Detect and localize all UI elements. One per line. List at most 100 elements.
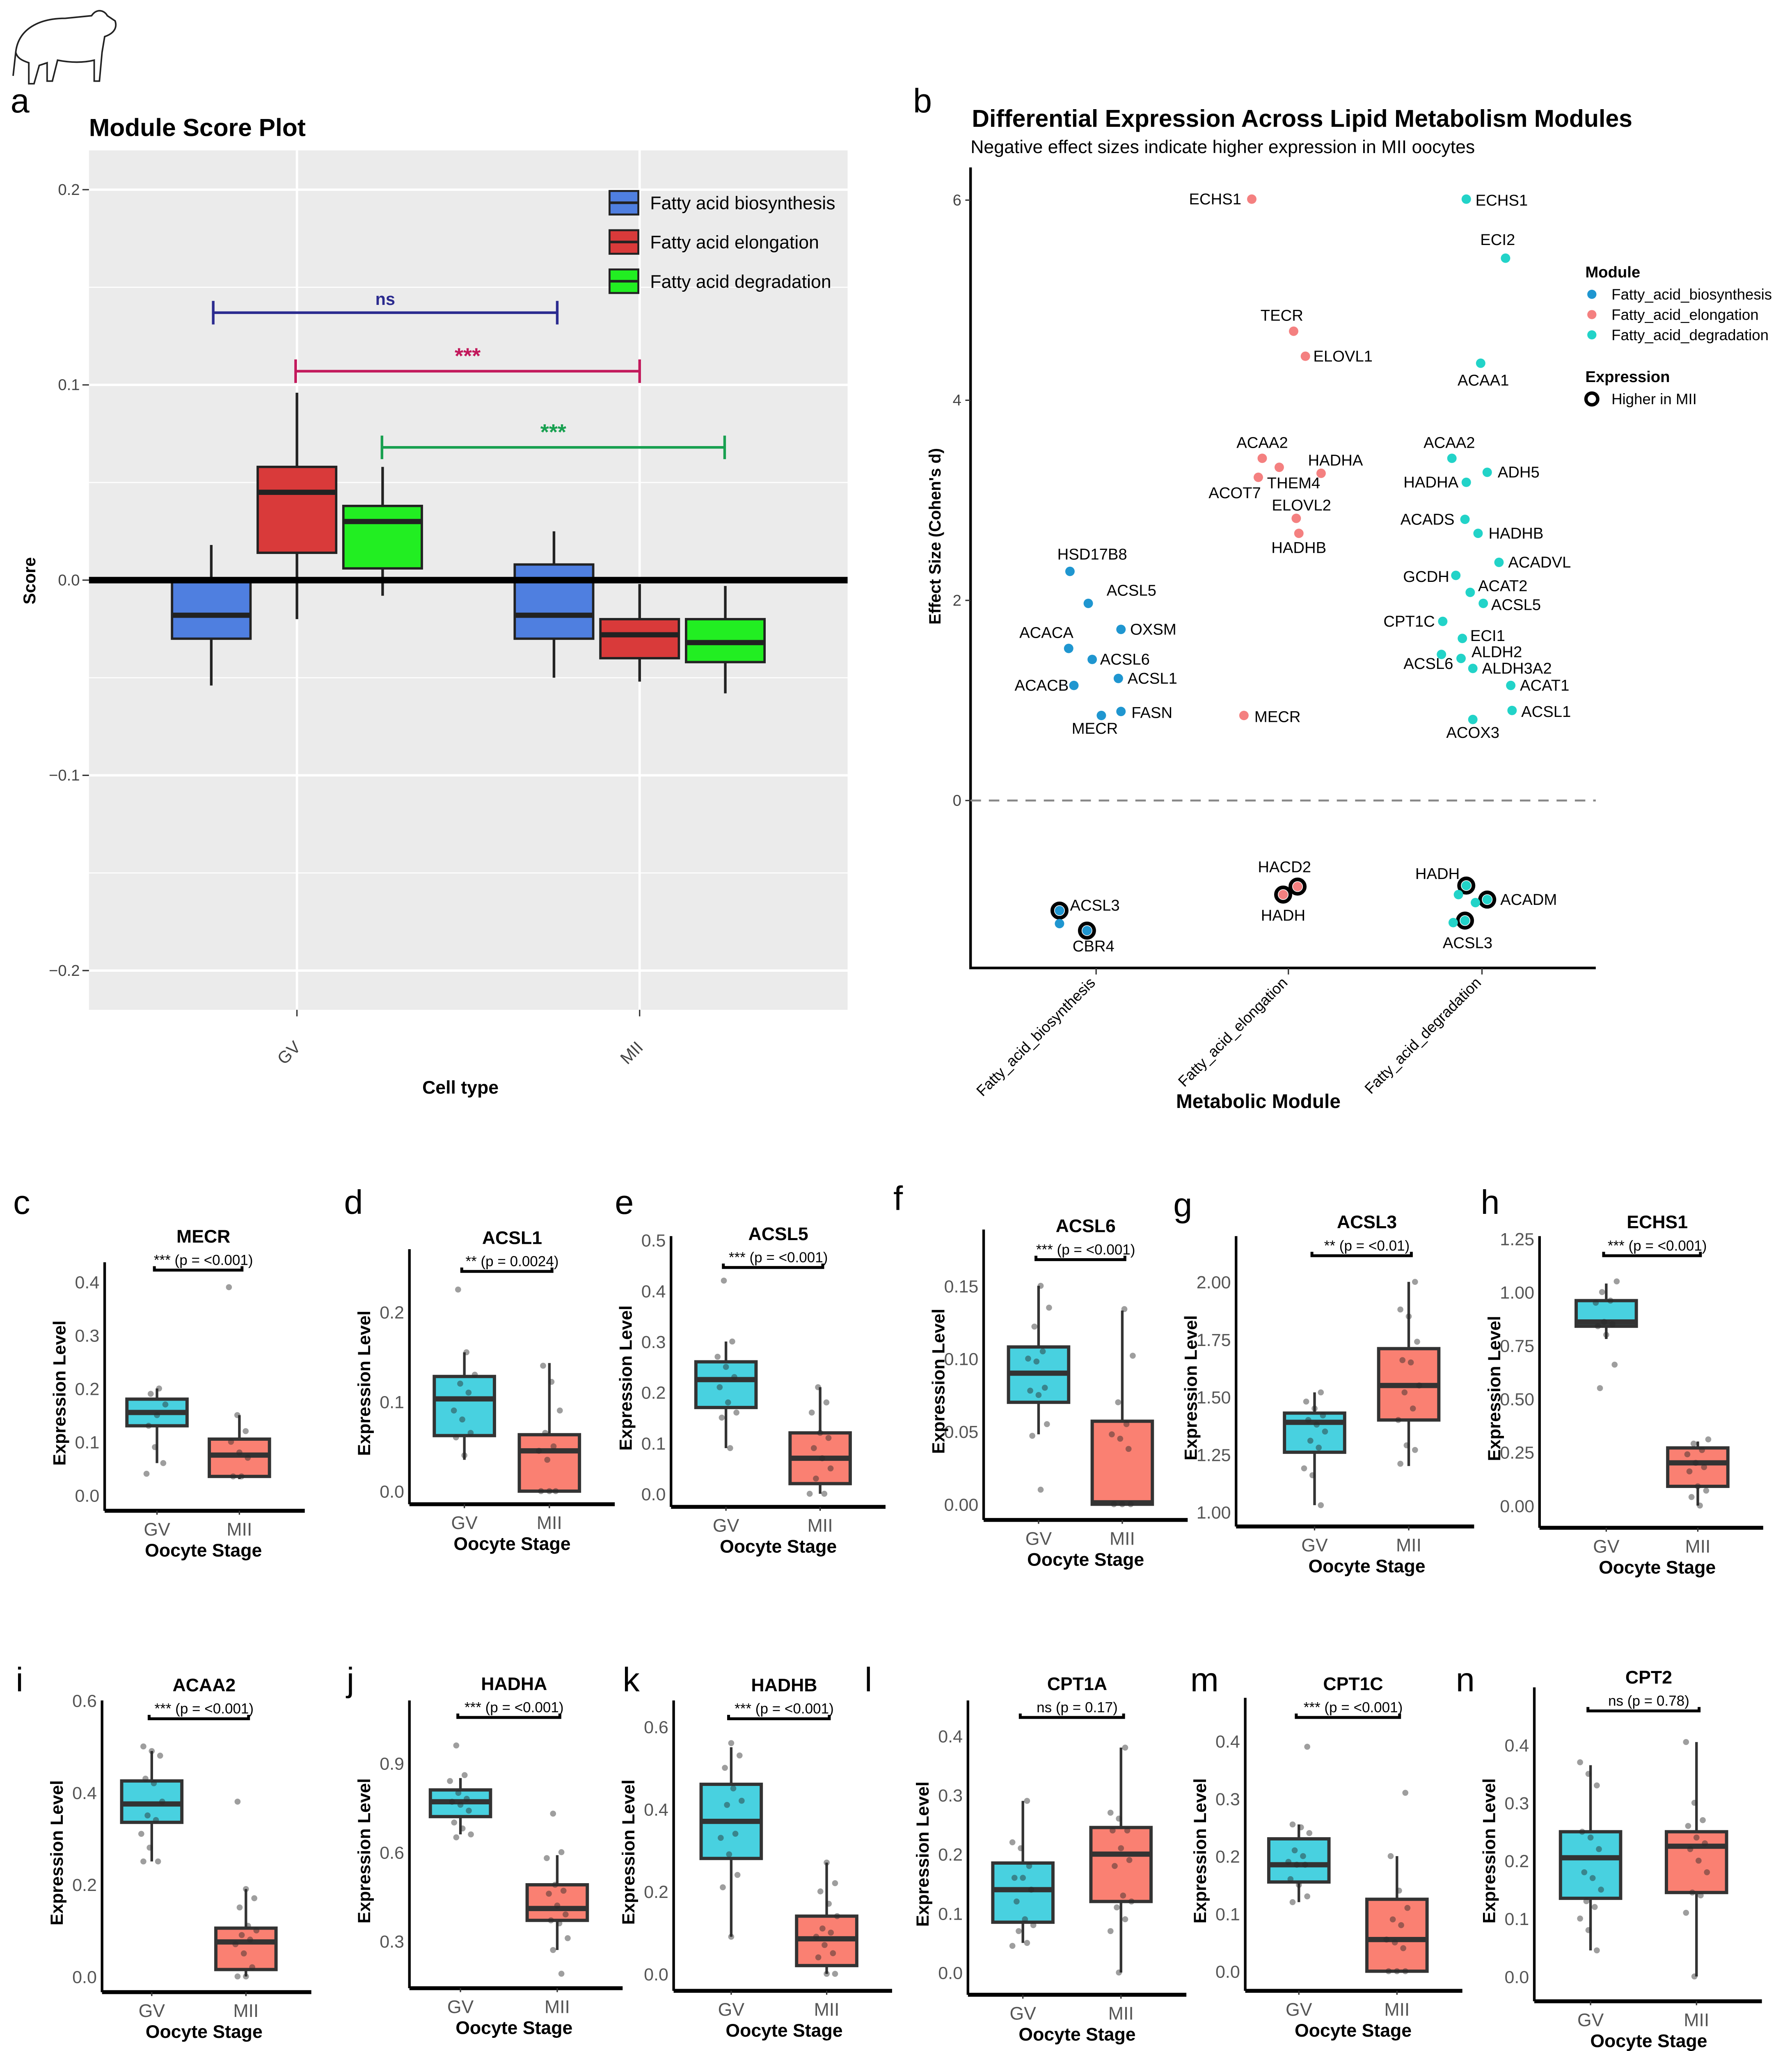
x-tick-label: GV: [451, 1513, 478, 1533]
x-tick-label: MII: [545, 1997, 570, 2017]
gene-point: [1471, 897, 1481, 907]
y-tick-label: 0.3: [75, 1326, 100, 1346]
y-tick-label: 0.50: [1500, 1390, 1534, 1410]
box: [694, 1360, 758, 1409]
y-tick-label: 0: [953, 792, 961, 810]
data-point: [159, 1799, 165, 1805]
panel-m-cpt1c: m CPT1C *** (p = <0.001) 0.0 0.1 0.2 0.3 0.4 Exp…: [1190, 1660, 1462, 2041]
box-GV: [120, 1743, 184, 1865]
point-marker: [1116, 625, 1126, 634]
data-point: [1399, 1357, 1406, 1363]
data-point: [720, 1884, 726, 1891]
data-point: [1123, 1421, 1130, 1427]
box-MII: [1090, 1306, 1154, 1507]
data-point: [1117, 1435, 1124, 1442]
data-point: [815, 1384, 821, 1390]
data-point: [1683, 1739, 1689, 1745]
data-point: [1125, 1446, 1132, 1452]
gene-label: OXSM: [1130, 621, 1176, 639]
gene-point: HADHA: [1308, 451, 1363, 478]
gene-title: ACSL6: [1056, 1216, 1116, 1236]
y-tick-label: 0.2: [1215, 1847, 1240, 1867]
data-point: [832, 1971, 838, 1977]
legend-label: Fatty acid biosynthesis: [650, 193, 835, 213]
bracket-line: [294, 359, 641, 383]
data-point: [727, 1445, 733, 1451]
x-tick-label: MII: [1685, 1537, 1710, 1557]
y-axis-label: Expression Level: [355, 1311, 374, 1456]
data-point: [1577, 1759, 1583, 1765]
box: [433, 1375, 496, 1438]
y-tick-label: 0.6: [72, 1692, 97, 1711]
box: [171, 581, 252, 640]
data-point: [714, 1353, 721, 1360]
data-point: [468, 1831, 474, 1838]
gene-label: ACAA2: [1424, 434, 1475, 451]
point-marker: [1506, 680, 1516, 690]
gene-title: CPT1C: [1323, 1674, 1383, 1694]
data-point: [736, 1752, 743, 1759]
point-marker: [1289, 326, 1298, 336]
y-tick-label: −0.2: [49, 962, 80, 980]
x-tick-label: GV: [1009, 2004, 1036, 2024]
panel-g-acsl3: g ACSL3 ** (p = <0.01) 1.00 1.25 1.50 1.75 2.00…: [1173, 1186, 1474, 1576]
gene-title: CPT1A: [1047, 1674, 1107, 1694]
significance-bracket: [1018, 1713, 1125, 1719]
y-tick-label: 0.2: [938, 1845, 963, 1865]
y-tick-label: 0.0: [58, 571, 80, 589]
gene-point: HADHA: [1403, 474, 1471, 491]
data-point: [1289, 1821, 1296, 1828]
data-point: [733, 1409, 739, 1416]
data-point: [160, 1460, 167, 1466]
data-point: [1121, 1306, 1128, 1312]
box-GV: [694, 1277, 758, 1451]
data-point: [1603, 1332, 1609, 1338]
point-marker: [1082, 926, 1092, 936]
gene-title: MECR: [176, 1227, 230, 1247]
data-point: [154, 1412, 160, 1418]
data-point: [465, 1389, 472, 1396]
data-point: [1031, 1323, 1038, 1330]
panel-letter: e: [615, 1183, 634, 1221]
panel-k-hadhb: k HADHB *** (p = <0.001) 0.0 0.2 0.4 0.6 Expres…: [619, 1660, 892, 2041]
data-point: [249, 1964, 255, 1971]
data-point: [1395, 1417, 1401, 1423]
data-point: [1107, 1928, 1114, 1934]
gene-title: HADHB: [751, 1675, 817, 1695]
y-axis-label: Expression Level: [619, 1780, 639, 1925]
legend-title: Expression: [1585, 368, 1670, 386]
x-tick-label: MII: [227, 1520, 252, 1540]
gene-title: ACSL1: [482, 1228, 542, 1248]
y-axis-label: Expression Level: [929, 1309, 948, 1454]
data-point: [1408, 1359, 1414, 1366]
x-axis-label: Cell type: [422, 1078, 499, 1098]
box: [513, 563, 595, 640]
data-point: [1400, 1945, 1406, 1951]
y-axis-label: Expression Level: [913, 1781, 933, 1927]
data-point: [1595, 1323, 1601, 1330]
y-tick-label: 0.2: [72, 1875, 97, 1895]
gene-label: HADHB: [1271, 539, 1326, 556]
significance-bracket: ***: [294, 343, 641, 383]
data-point: [1128, 1501, 1134, 1507]
gene-point: ACADS: [1401, 510, 1470, 528]
data-point: [1383, 1937, 1390, 1943]
box-GV: [699, 1740, 763, 1940]
data-point: [1116, 1815, 1122, 1822]
x-tick-label: GV: [1593, 1537, 1620, 1557]
box-fatty-acid-degradation-MII: [685, 586, 766, 694]
gene-label: HSD17B8: [1057, 546, 1127, 563]
box: [1664, 1830, 1728, 1894]
data-point: [1039, 1348, 1046, 1355]
data-point: [1693, 1834, 1700, 1841]
significance-bracket: [1586, 1707, 1701, 1712]
legend-label: Fatty_acid_degradation: [1611, 327, 1769, 343]
data-point: [147, 1391, 154, 1397]
x-axis-label: Oocyte Stage: [725, 2021, 842, 2041]
data-point: [1695, 1483, 1701, 1490]
data-point: [449, 1799, 455, 1805]
x-tick-label: GV: [718, 2000, 745, 2020]
data-point: [1009, 1943, 1016, 1949]
gene-point: THEM4: [1267, 462, 1320, 492]
data-point: [810, 1445, 817, 1451]
